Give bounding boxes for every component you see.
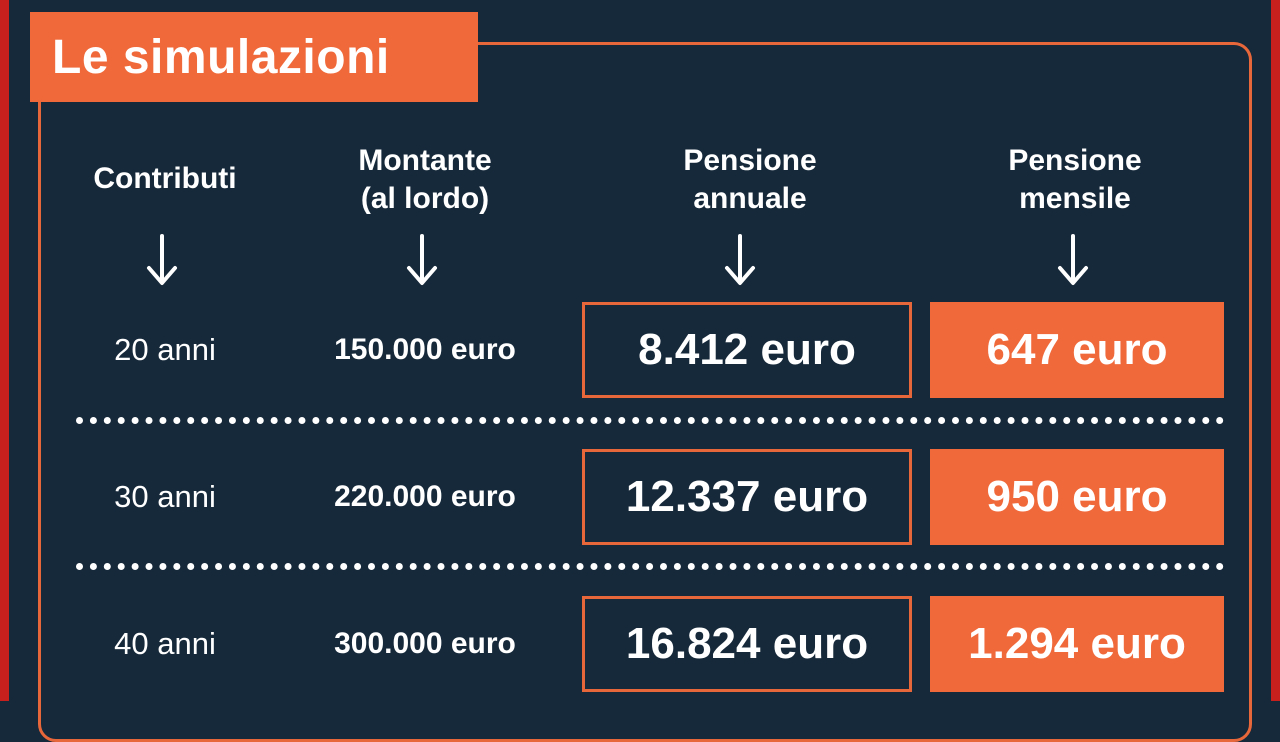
arrow-down-icon	[147, 234, 177, 285]
gross-amount: 300.000 euro	[334, 627, 516, 660]
page-title: Le simulazioni	[52, 30, 390, 84]
contribution-years: 30 anni	[114, 479, 216, 514]
column-header-line: mensile	[1019, 182, 1131, 215]
row-divider	[76, 417, 1224, 424]
contribution-years: 40 anni	[114, 626, 216, 661]
right-edge-strip	[1271, 0, 1280, 701]
table-row: 30 anni 220.000 euro 12.337 euro 950 eur…	[0, 449, 1280, 545]
monthly-pension-box: 950 euro	[930, 449, 1224, 545]
row-divider	[76, 563, 1224, 570]
column-header-montante: Montante (al lordo)	[310, 142, 540, 218]
contribution-years: 20 anni	[114, 332, 216, 367]
annual-pension-box: 12.337 euro	[582, 449, 912, 545]
column-header-pensione-mensile: Pensione mensile	[950, 142, 1200, 218]
column-header-line: Pensione	[683, 144, 817, 177]
annual-pension-box: 16.824 euro	[582, 596, 912, 692]
table-row: 20 anni 150.000 euro 8.412 euro 647 euro	[0, 302, 1280, 398]
column-header-line: annuale	[693, 182, 807, 215]
gross-amount: 150.000 euro	[334, 333, 516, 366]
arrow-down-icon	[1058, 234, 1088, 285]
gross-amount: 220.000 euro	[334, 480, 516, 513]
annual-pension-box: 8.412 euro	[582, 302, 912, 398]
arrow-down-icon	[407, 234, 437, 285]
arrow-down-icon	[725, 234, 755, 285]
column-header-pensione-annuale: Pensione annuale	[620, 142, 880, 218]
left-edge-strip	[0, 0, 9, 701]
table-row: 40 anni 300.000 euro 16.824 euro 1.294 e…	[0, 596, 1280, 692]
column-header-line: (al lordo)	[360, 182, 490, 215]
monthly-pension-box: 647 euro	[930, 302, 1224, 398]
column-header-contributi: Contributi	[60, 160, 270, 198]
column-header-line: Montante	[358, 144, 492, 177]
column-header-line: Contributi	[93, 162, 237, 195]
title-banner: Le simulazioni	[30, 12, 478, 102]
column-header-line: Pensione	[1008, 144, 1142, 177]
monthly-pension-box: 1.294 euro	[930, 596, 1224, 692]
